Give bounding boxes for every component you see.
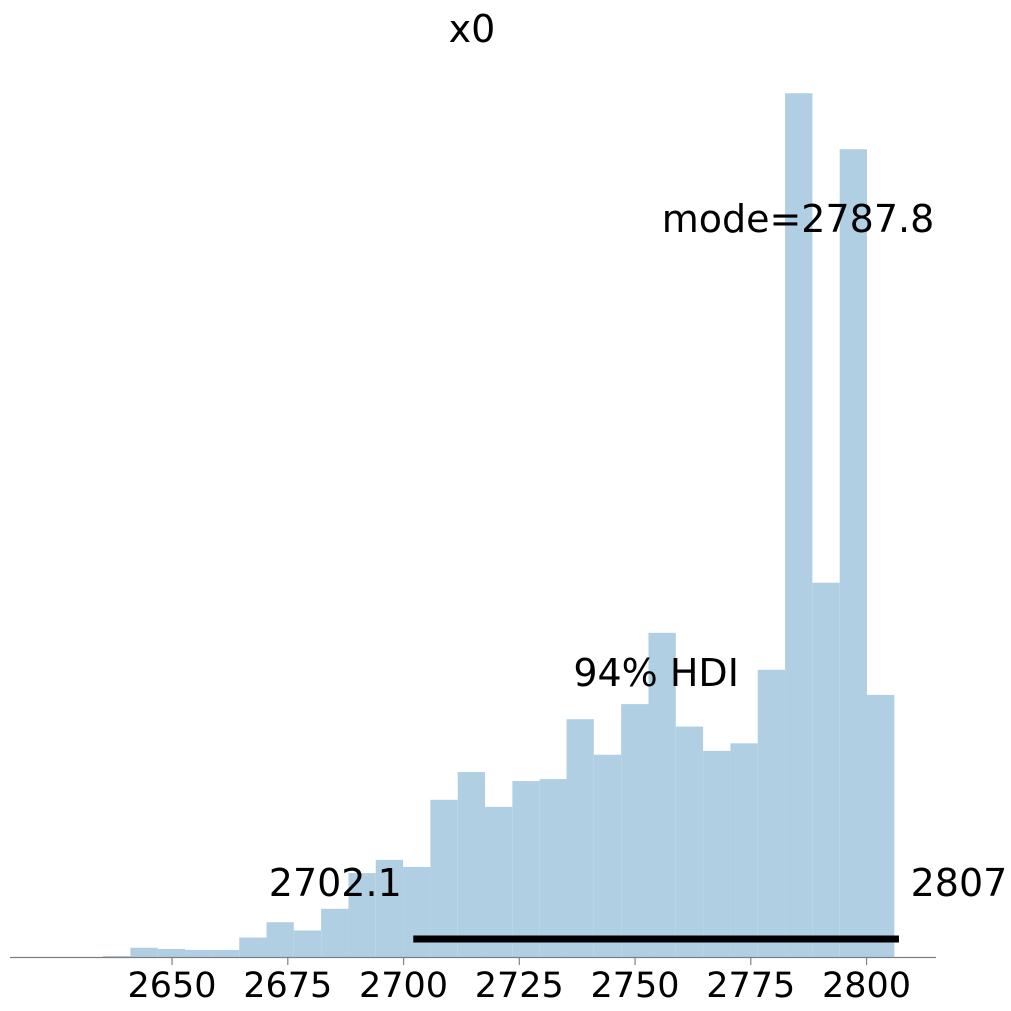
- histogram-bar: [103, 956, 131, 957]
- x-tick-label: 2675: [243, 966, 332, 1006]
- histogram-bar: [457, 772, 486, 957]
- histogram-bar: [512, 781, 540, 957]
- histogram-bar: [757, 669, 786, 957]
- x-tick-label: 2750: [591, 966, 680, 1006]
- histogram-bar: [703, 750, 731, 957]
- hdi-label: 94% HDI: [573, 651, 739, 695]
- histogram-bar: [593, 754, 622, 957]
- x-tick-label: 2725: [475, 966, 564, 1006]
- histogram-bar: [621, 704, 649, 957]
- histogram-bar: [485, 806, 513, 957]
- histogram-bar: [185, 949, 212, 957]
- histogram-bar: [785, 93, 813, 958]
- histogram-bar: [566, 719, 594, 957]
- histogram-bar: [867, 694, 895, 957]
- histogram-bars: [103, 93, 895, 958]
- x-tick-label: 2775: [706, 966, 795, 1006]
- hdi-high-label: 2807: [911, 861, 1008, 905]
- mode-label: mode=2787.8: [662, 197, 935, 241]
- histogram-bar: [648, 632, 676, 957]
- histogram-bar: [348, 873, 376, 957]
- histogram-bar: [157, 948, 186, 957]
- histogram-bar: [839, 149, 868, 958]
- histogram-bar: [266, 922, 294, 957]
- histogram-bar: [211, 949, 240, 957]
- histogram-bar: [403, 866, 431, 957]
- histogram-bar: [293, 930, 322, 957]
- histogram-bar: [321, 908, 349, 957]
- histogram-bar: [130, 947, 158, 957]
- x-tick-label: 2800: [822, 966, 911, 1006]
- histogram-bar: [539, 779, 567, 957]
- x-tick-label: 2650: [128, 966, 217, 1006]
- histogram-bar: [675, 726, 704, 957]
- histogram-bar: [812, 582, 840, 957]
- histogram-bar: [239, 937, 267, 957]
- histogram-bar: [430, 799, 458, 957]
- histogram-bar: [730, 743, 758, 957]
- histogram-bar: [375, 859, 404, 957]
- chart-title: x0: [449, 7, 496, 51]
- hdi-low-label: 2702.1: [269, 861, 402, 905]
- x-axis-ticks: 2650 2675 2700 2725 2750 2775 2800: [128, 957, 911, 1006]
- x-tick-label: 2700: [359, 966, 448, 1006]
